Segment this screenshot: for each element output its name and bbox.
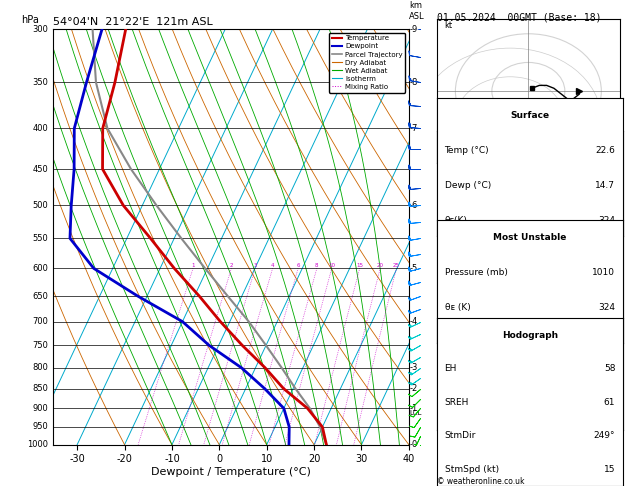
Text: km
ASL: km ASL	[409, 1, 425, 21]
Text: 324: 324	[598, 216, 615, 225]
Text: -3: -3	[409, 363, 418, 372]
Text: 01.05.2024  00GMT (Base: 18): 01.05.2024 00GMT (Base: 18)	[437, 12, 602, 22]
Text: Hodograph: Hodograph	[502, 330, 558, 340]
Text: LCL: LCL	[409, 410, 421, 416]
Text: 1010: 1010	[593, 268, 615, 277]
Text: 324: 324	[598, 303, 615, 312]
Text: Temp (°C): Temp (°C)	[445, 146, 489, 155]
Text: kt: kt	[445, 21, 453, 30]
Text: 400: 400	[32, 124, 48, 133]
Text: Pressure (mb): Pressure (mb)	[445, 268, 508, 277]
Text: 58: 58	[604, 364, 615, 373]
Text: 550: 550	[32, 234, 48, 243]
Legend: Temperature, Dewpoint, Parcel Trajectory, Dry Adiabat, Wet Adiabat, Isotherm, Mi: Temperature, Dewpoint, Parcel Trajectory…	[329, 33, 405, 93]
Text: 850: 850	[32, 384, 48, 393]
Text: 1000: 1000	[27, 440, 48, 449]
Text: -1: -1	[409, 404, 418, 413]
Text: 0: 0	[610, 321, 615, 330]
Text: 3: 3	[253, 263, 257, 268]
Text: 700: 700	[32, 317, 48, 326]
Text: Surface: Surface	[510, 111, 550, 120]
Text: θᴇ (K): θᴇ (K)	[445, 303, 470, 312]
Text: 0: 0	[610, 408, 615, 417]
Text: CAPE (J): CAPE (J)	[445, 286, 481, 295]
Text: -2: -2	[409, 384, 418, 393]
Text: Most Unstable: Most Unstable	[493, 233, 567, 242]
Text: 54°04'N  21°22'E  121m ASL: 54°04'N 21°22'E 121m ASL	[53, 17, 213, 27]
Text: 15: 15	[604, 465, 615, 474]
Text: -0: -0	[409, 440, 418, 449]
Text: -4: -4	[606, 251, 615, 260]
Text: 15: 15	[356, 263, 363, 268]
Text: 600: 600	[32, 264, 48, 273]
Text: -5: -5	[409, 264, 418, 273]
Text: θᴇ(K): θᴇ(K)	[445, 216, 467, 225]
Text: 1: 1	[191, 263, 195, 268]
Text: -9: -9	[409, 25, 418, 34]
Text: 20: 20	[377, 263, 384, 268]
Text: CAPE (J): CAPE (J)	[445, 373, 481, 382]
Text: -8: -8	[409, 78, 418, 87]
Text: 300: 300	[32, 25, 48, 34]
Text: 989: 989	[598, 373, 615, 382]
Text: 950: 950	[32, 422, 48, 432]
Text: 8: 8	[315, 263, 318, 268]
Text: 51: 51	[604, 179, 615, 188]
Text: SREH: SREH	[445, 398, 469, 407]
Text: 14: 14	[604, 144, 615, 153]
Text: EH: EH	[445, 364, 457, 373]
Text: 25: 25	[393, 263, 400, 268]
Text: 2: 2	[230, 263, 233, 268]
Text: 61: 61	[604, 398, 615, 407]
Text: 989: 989	[598, 286, 615, 295]
Text: 800: 800	[32, 363, 48, 372]
Text: CIN (J): CIN (J)	[445, 321, 473, 330]
Text: K: K	[445, 144, 450, 153]
Text: Lifted Index: Lifted Index	[445, 338, 498, 347]
Text: Dewp (°C): Dewp (°C)	[445, 181, 491, 190]
Text: -6: -6	[409, 201, 418, 210]
Text: -4: -4	[606, 338, 615, 347]
X-axis label: Dewpoint / Temperature (°C): Dewpoint / Temperature (°C)	[151, 467, 311, 477]
Text: 650: 650	[32, 292, 48, 300]
Text: 4: 4	[271, 263, 274, 268]
Text: 450: 450	[32, 165, 48, 174]
Text: 750: 750	[32, 341, 48, 350]
Text: hPa: hPa	[21, 15, 40, 25]
Text: © weatheronline.co.uk: © weatheronline.co.uk	[437, 477, 525, 486]
Text: 22.6: 22.6	[596, 146, 615, 155]
Text: StmDir: StmDir	[445, 431, 476, 440]
Text: 6: 6	[296, 263, 300, 268]
Text: StmSpd (kt): StmSpd (kt)	[445, 465, 499, 474]
Text: Mixing Ratio (g/kg): Mixing Ratio (g/kg)	[440, 197, 449, 277]
Text: Lifted Index: Lifted Index	[445, 251, 498, 260]
Text: 500: 500	[32, 201, 48, 210]
Text: 350: 350	[32, 78, 48, 87]
Text: -4: -4	[409, 317, 418, 326]
Text: 900: 900	[32, 404, 48, 413]
Text: 14.7: 14.7	[595, 181, 615, 190]
Text: Totals Totals: Totals Totals	[445, 179, 499, 188]
Text: CIN (J): CIN (J)	[445, 408, 473, 417]
Text: 249°: 249°	[594, 431, 615, 440]
Text: 1.96: 1.96	[595, 214, 615, 223]
Text: PW (cm): PW (cm)	[445, 214, 482, 223]
Text: 10: 10	[328, 263, 335, 268]
Text: -7: -7	[409, 124, 418, 133]
